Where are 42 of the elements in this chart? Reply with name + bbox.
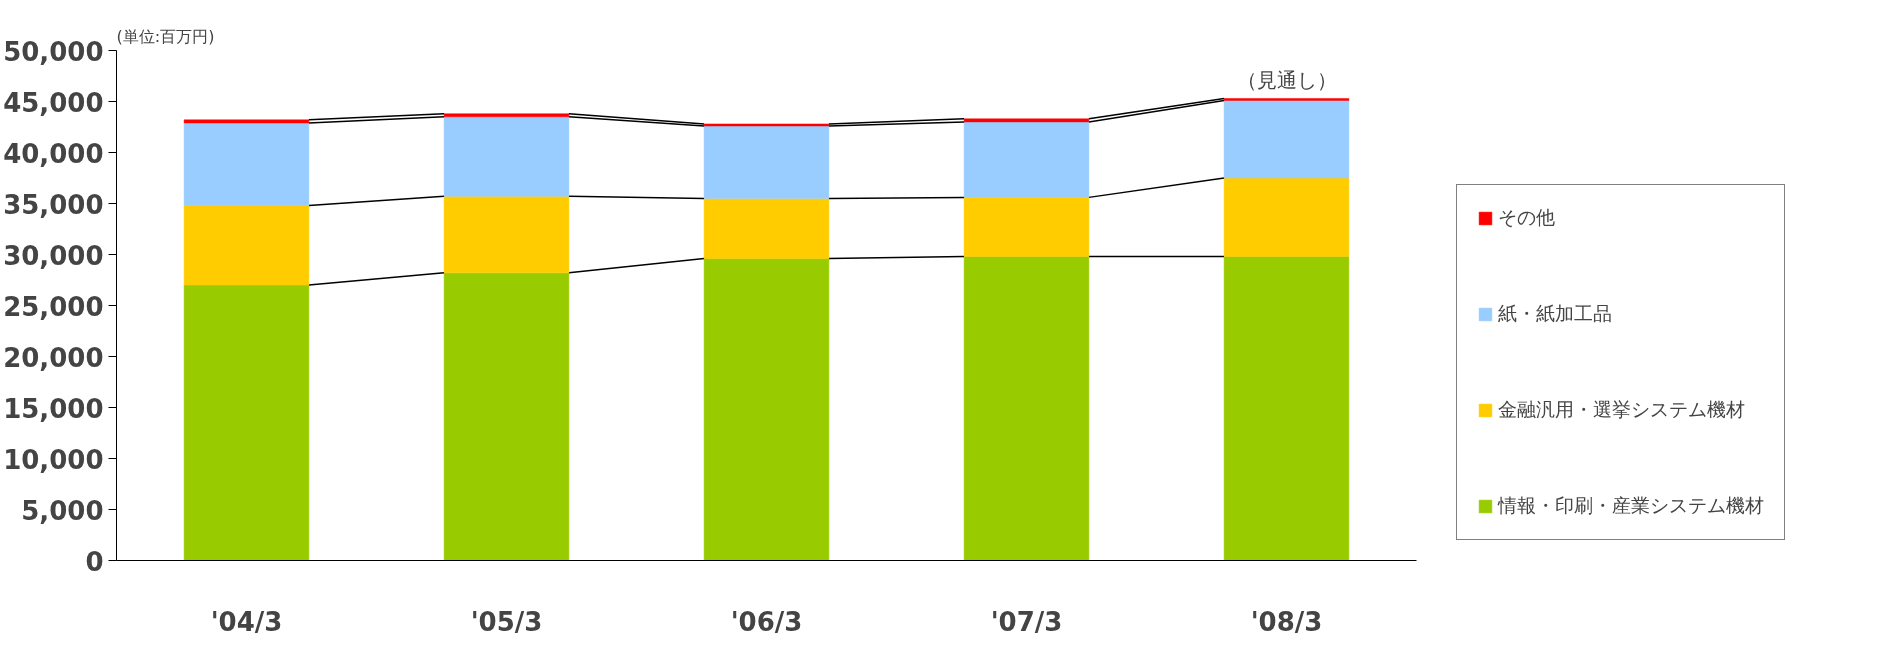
bar xyxy=(963,197,1090,257)
legend-label: その他 xyxy=(1498,205,1555,230)
bar xyxy=(703,125,830,199)
annotation: （見通し） xyxy=(1236,68,1337,93)
bar xyxy=(1223,177,1350,257)
y-tick-label: 0 xyxy=(85,546,104,577)
bar xyxy=(963,256,1090,561)
legend-label: 金融汎用・選挙システム機材 xyxy=(1498,397,1745,422)
y-tick-label: 30,000 xyxy=(3,240,104,271)
bar xyxy=(703,258,830,561)
bar xyxy=(183,119,310,124)
y-tick-label: 5,000 xyxy=(21,495,104,526)
bar xyxy=(1223,98,1350,101)
bar xyxy=(1223,100,1350,179)
y-tick-label: 35,000 xyxy=(3,189,104,220)
y-tick-label: 15,000 xyxy=(3,393,104,424)
x-tick-label: '04/3 xyxy=(210,606,283,637)
bar xyxy=(183,284,310,561)
x-tick-label: '07/3 xyxy=(990,606,1063,637)
legend-label: 紙・紙加工品 xyxy=(1498,301,1612,326)
bar xyxy=(703,123,830,127)
y-tick-label: 50,000 xyxy=(3,36,104,67)
bar xyxy=(963,118,1090,123)
bar xyxy=(443,272,570,561)
legend-label: 情報・印刷・産業システム機材 xyxy=(1498,493,1764,518)
x-tick-label: '06/3 xyxy=(730,606,803,637)
bar xyxy=(443,116,570,197)
bar xyxy=(963,121,1090,198)
bar xyxy=(183,122,310,206)
bar xyxy=(443,196,570,274)
y-tick-label: 45,000 xyxy=(3,87,104,118)
bar xyxy=(443,113,570,118)
y-tick-label: 40,000 xyxy=(3,138,104,169)
y-tick-label: 10,000 xyxy=(3,444,104,475)
bar xyxy=(703,198,830,259)
y-axis-title: (単位:百万円) xyxy=(116,26,215,46)
x-tick-label: '08/3 xyxy=(1250,606,1323,637)
y-tick-label: 20,000 xyxy=(3,342,104,373)
bar xyxy=(1223,256,1350,561)
y-tick-label: 25,000 xyxy=(3,291,104,322)
bar xyxy=(183,205,310,286)
x-tick-label: '05/3 xyxy=(470,606,543,637)
